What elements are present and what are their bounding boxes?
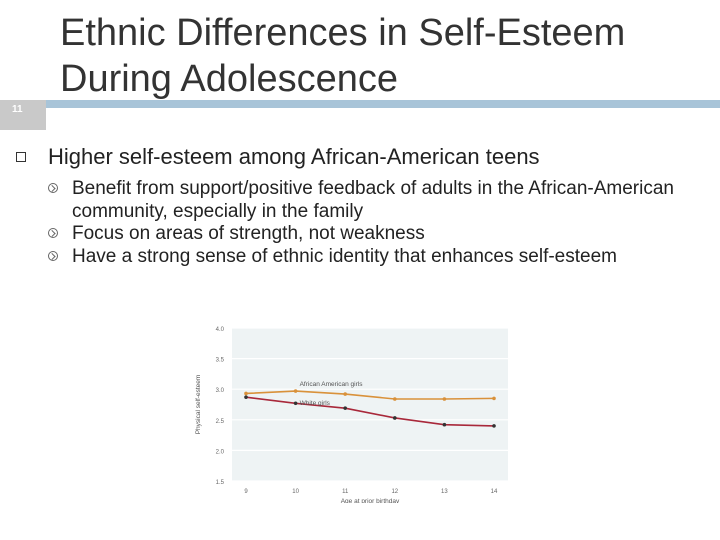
- series-label: White girls: [300, 400, 331, 407]
- y-tick-label: 2.0: [216, 449, 225, 455]
- plot-area: [232, 328, 508, 481]
- main-bullet: Higher self-esteem among African-America…: [16, 144, 540, 170]
- data-point: [442, 422, 447, 427]
- sub-bullet-text: Have a strong sense of ethnic identity t…: [72, 245, 617, 267]
- x-axis-label: Age at prior birthday: [341, 498, 400, 503]
- data-point: [492, 396, 496, 401]
- y-tick-label: 3.5: [216, 358, 225, 364]
- x-tick-label: 13: [441, 489, 448, 495]
- data-point: [393, 416, 397, 420]
- sub-bullet: Have a strong sense of ethnic identity t…: [48, 246, 698, 269]
- data-point: [343, 406, 347, 410]
- self-esteem-chart: 1.5 2.0 2.5 3.0 3.5 4.0 9 10 11 12 13 14 Age at prio…: [195, 327, 508, 503]
- x-tick-label: 10: [292, 489, 299, 495]
- sub-bullet: Benefit from support/positive feedback o…: [48, 178, 698, 223]
- title-rule: [46, 100, 720, 108]
- series-line: [245, 390, 495, 400]
- sub-bullet-text: Focus on areas of strength, not weakness: [72, 223, 425, 244]
- y-tick-label: 1.5: [216, 480, 225, 486]
- data-point: [492, 424, 496, 428]
- square-bullet-icon: [16, 152, 26, 162]
- slide-title: Ethnic Differences in Self-Esteem During…: [60, 12, 626, 100]
- slide-number-box: [0, 100, 46, 130]
- sub-bullet-text: Benefit from support/positive feedback o…: [72, 178, 674, 222]
- x-tick-label: 14: [491, 489, 498, 495]
- sub-bullet-list: Benefit from support/positive feedback o…: [48, 178, 698, 268]
- series-label: African American girls: [300, 381, 364, 388]
- main-bullet-text: Higher self-esteem among African-America…: [48, 144, 540, 169]
- sub-bullet: Focus on areas of strength, not weakness: [48, 223, 698, 246]
- series-line: [245, 396, 495, 427]
- data-point: [244, 395, 248, 399]
- data-point: [293, 401, 298, 406]
- y-tick-label: 4.0: [216, 327, 225, 333]
- data-point: [293, 389, 298, 393]
- data-point: [393, 397, 397, 401]
- circle-check-icon: [48, 228, 58, 238]
- y-tick-label: 2.5: [216, 419, 225, 425]
- x-tick-label: 9: [244, 489, 248, 495]
- x-tick-label: 11: [342, 489, 349, 495]
- y-tick-label: 3.0: [216, 388, 225, 394]
- data-point: [343, 392, 347, 396]
- circle-check-icon: [48, 250, 58, 261]
- y-axis-label: Physical self-esteem: [195, 375, 202, 435]
- slide-number: 11: [12, 104, 23, 115]
- circle-check-icon: [48, 183, 58, 193]
- data-point: [244, 391, 248, 396]
- data-point: [442, 397, 447, 401]
- x-tick-label: 12: [391, 489, 398, 495]
